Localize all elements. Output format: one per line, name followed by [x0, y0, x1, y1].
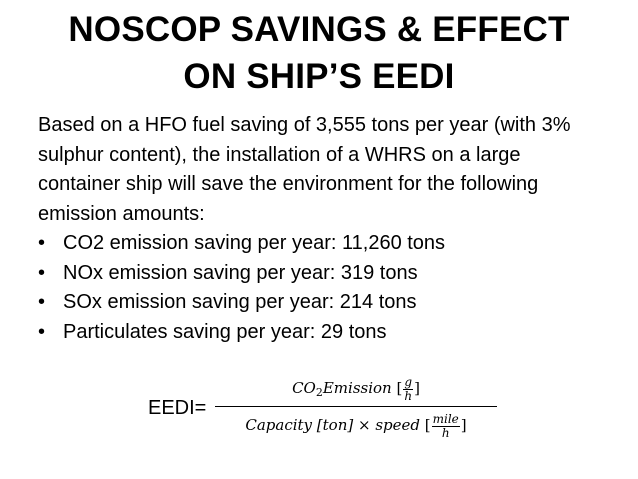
numerator-unit-bottom: h [404, 388, 413, 403]
numerator-co: CO [292, 379, 316, 397]
bullet-icon: • [38, 320, 46, 343]
bullet-item: • Particulates saving per year: 29 tons [38, 318, 608, 348]
denominator-unit-top: mile [431, 411, 460, 427]
bullet-text: SOx emission saving per year: 214 tons [63, 291, 417, 313]
slide-title: NOSCOP SAVINGS & EFFECT ON SHIP’S EEDI [0, 6, 638, 100]
bullet-icon: • [38, 291, 46, 313]
denominator-unit: mile h [431, 411, 460, 440]
bullet-text: Particulates saving per year: 29 tons [63, 320, 387, 343]
formula-lhs: EEDI= [148, 397, 207, 419]
numerator-subscript: 2 [315, 386, 323, 399]
bullet-item: • CO2 emission saving per year: 11,260 t… [38, 229, 608, 259]
bullet-item: • SOx emission saving per year: 214 tons [38, 288, 608, 318]
denominator-unit-bottom: h [441, 425, 450, 440]
title-line-2: ON SHIP’S EEDI [183, 57, 455, 96]
bullet-text: CO2 emission saving per year: 11,260 ton… [63, 232, 446, 254]
intro-paragraph: Based on a HFO fuel saving of 3,555 tons… [38, 114, 571, 225]
bullet-icon: • [38, 232, 46, 254]
slide-body: Based on a HFO fuel saving of 3,555 tons… [38, 111, 608, 347]
numerator-unit-top: g [403, 374, 414, 390]
formula-fraction: CO2Emission [g h] Capacity [ton] × speed … [215, 370, 497, 443]
bullet-icon: • [38, 261, 46, 284]
eedi-formula: EEDI= CO2Emission [g h] Capacity [ton] × … [148, 370, 508, 450]
formula-denominator: Capacity [ton] × speed [mile h] [245, 411, 467, 440]
denominator-text: Capacity [ton] × speed [245, 416, 420, 434]
fraction-bar [215, 406, 497, 407]
formula-numerator: CO2Emission [g h] [292, 374, 420, 403]
title-line-1: NOSCOP SAVINGS & EFFECT [68, 10, 570, 49]
bullet-text: NOx emission saving per year: 319 tons [63, 261, 418, 284]
numerator-word: Emission [322, 379, 392, 397]
bullet-item: • NOx emission saving per year: 319 tons [38, 259, 608, 289]
bullet-list: • CO2 emission saving per year: 11,260 t… [38, 229, 608, 347]
